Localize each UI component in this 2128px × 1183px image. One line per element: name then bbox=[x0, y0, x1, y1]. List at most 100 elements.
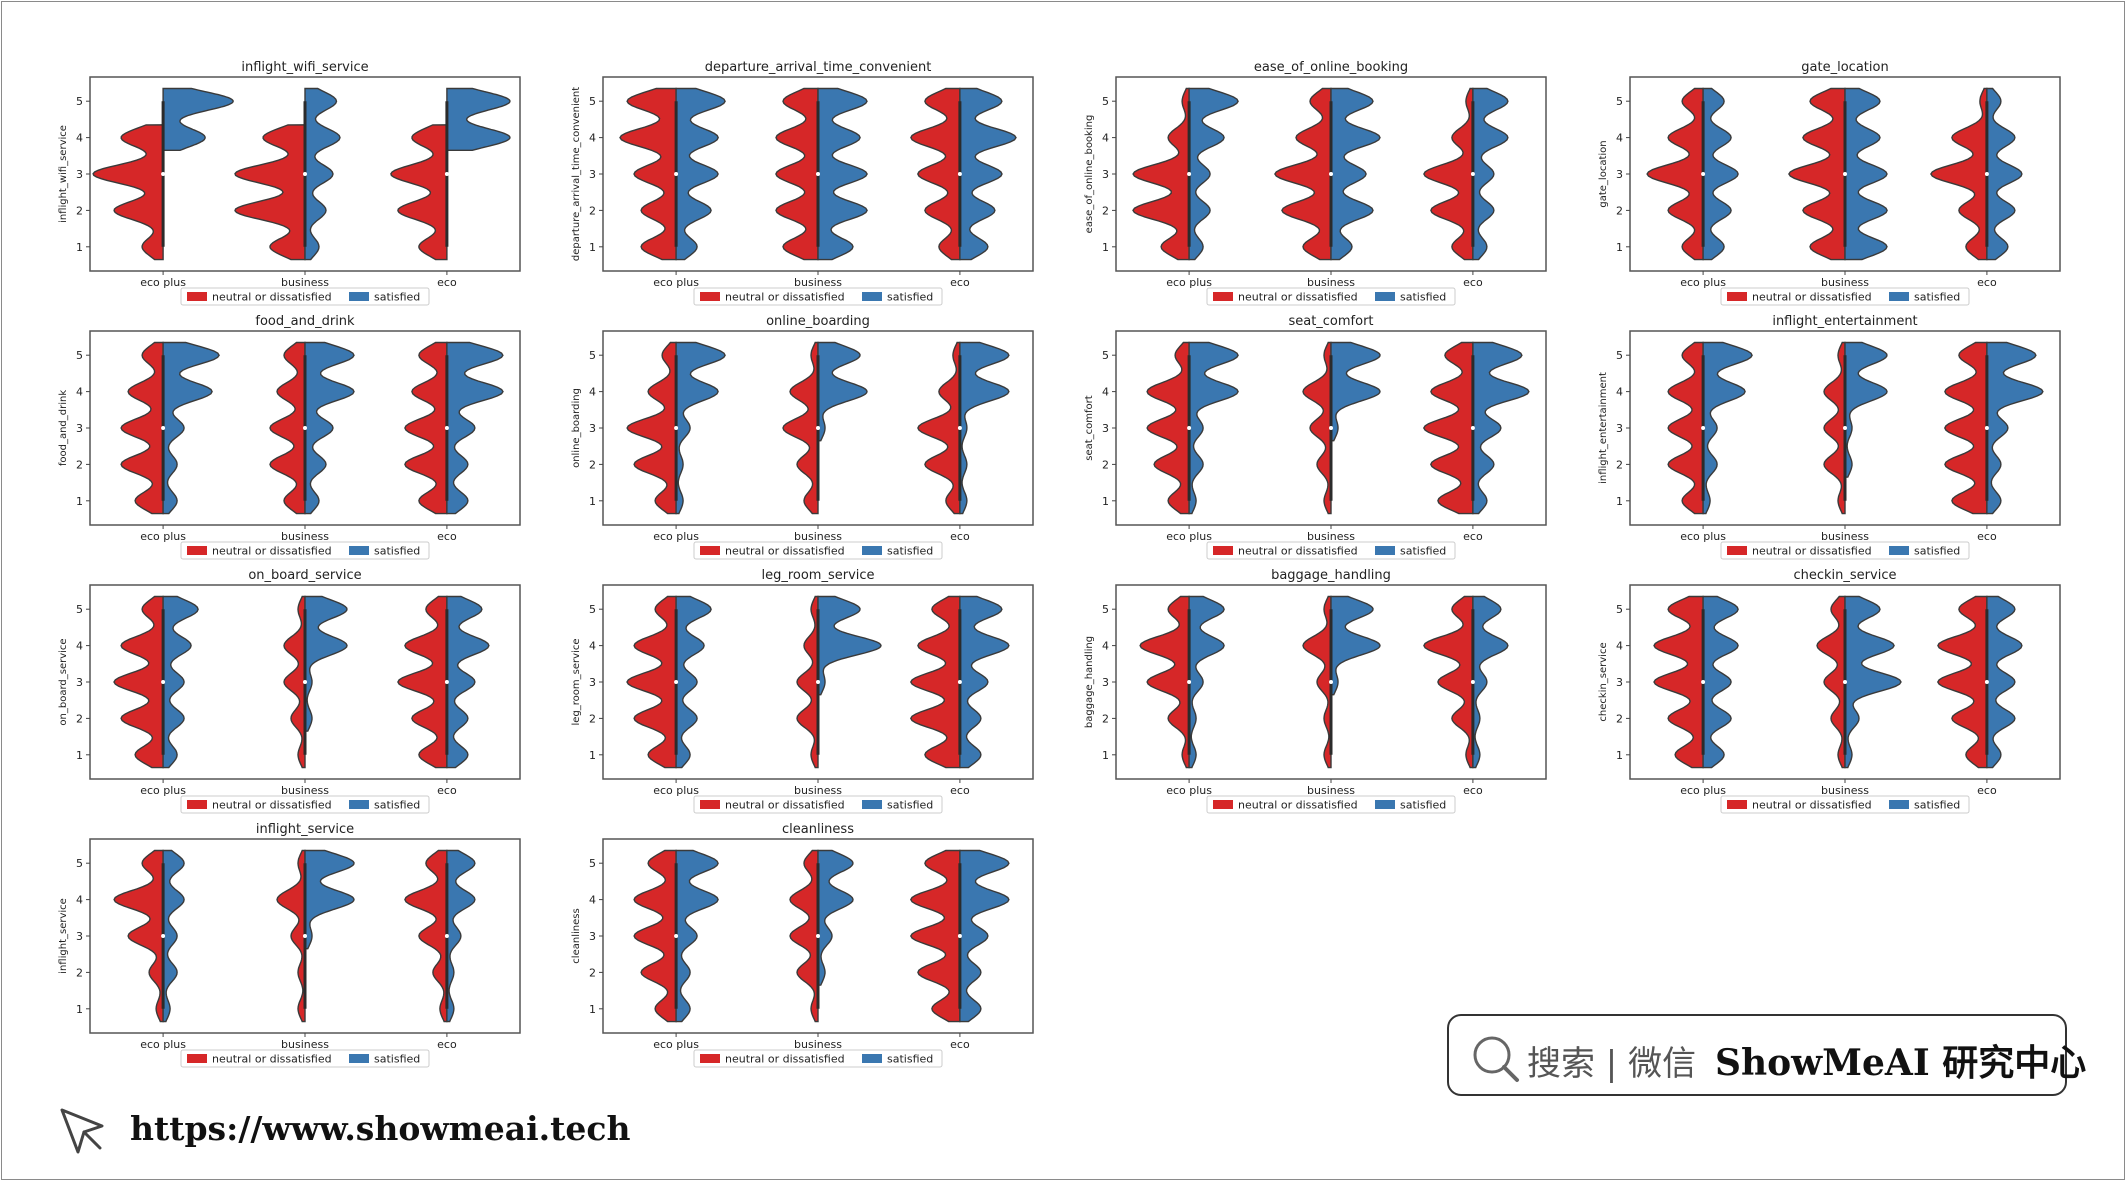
median-point bbox=[1187, 680, 1192, 684]
median-point bbox=[1701, 680, 1706, 684]
y-tick-label: 1 bbox=[1102, 241, 1109, 254]
y-axis-label: seat_comfort bbox=[1084, 395, 1095, 461]
violin-eco-plus-satisfied bbox=[675, 595, 712, 769]
y-tick-label: 5 bbox=[1102, 349, 1109, 362]
y-tick-label: 1 bbox=[589, 1003, 596, 1016]
y-tick-label: 1 bbox=[1102, 495, 1109, 508]
legend-swatch-satisfied bbox=[1889, 292, 1909, 301]
y-tick-label: 3 bbox=[76, 168, 83, 181]
violin-eco-plus-neutral-or-dissatisfied bbox=[1146, 341, 1190, 515]
y-axis-label: online_boarding bbox=[571, 388, 582, 468]
subplot-checkin-service: checkin_service checkin_service 1 2 3 4 5 eco p… bbox=[1598, 568, 2061, 814]
legend-swatch-satisfied bbox=[862, 292, 882, 301]
legend-swatch-satisfied bbox=[1889, 800, 1909, 809]
violin-eco-plus-neutral-or-dissatisfied bbox=[626, 341, 677, 515]
x-tick-label: eco plus bbox=[653, 530, 699, 543]
violin-eco-plus-neutral-or-dissatisfied bbox=[113, 849, 164, 1023]
legend: neutral or dissatisfied satisfied bbox=[1720, 795, 1970, 814]
median-point bbox=[161, 934, 166, 938]
y-tick-label: 4 bbox=[589, 640, 596, 653]
x-tick-label: business bbox=[794, 530, 842, 543]
median-point bbox=[303, 172, 307, 176]
violin-eco-satisfied bbox=[959, 87, 1017, 261]
y-tick-label: 4 bbox=[589, 386, 596, 399]
violin-eco-satisfied bbox=[446, 595, 490, 769]
violin-eco-plus-neutral-or-dissatisfied bbox=[1646, 87, 1704, 261]
x-tick-label: business bbox=[281, 1038, 329, 1051]
violin-eco-plus-satisfied bbox=[675, 849, 719, 1023]
legend-swatch-neutral bbox=[700, 292, 720, 301]
median-point bbox=[1187, 426, 1192, 430]
violin-business-satisfied bbox=[1330, 87, 1381, 261]
x-tick-label: business bbox=[281, 784, 329, 797]
y-tick-label: 5 bbox=[1616, 349, 1623, 362]
violin-eco-satisfied bbox=[1472, 87, 1509, 261]
y-tick-label: 4 bbox=[589, 132, 596, 145]
y-tick-label: 1 bbox=[76, 749, 83, 762]
y-tick-label: 2 bbox=[589, 712, 596, 725]
website-link[interactable]: https://www.showmeai.tech bbox=[130, 1109, 631, 1148]
x-tick-label: business bbox=[1307, 530, 1355, 543]
violin-eco-satisfied bbox=[1472, 341, 1530, 515]
y-axis-label: inflight_wifi_service bbox=[58, 125, 69, 223]
median-point bbox=[303, 934, 307, 938]
violin-eco-plus-satisfied bbox=[1702, 595, 1739, 769]
legend-label: neutral or dissatisfied bbox=[1238, 291, 1358, 304]
y-tick-label: 4 bbox=[589, 894, 596, 907]
median-point bbox=[444, 172, 449, 176]
violin-eco-satisfied bbox=[1986, 87, 2023, 261]
subplot-cleanliness: cleanliness cleanliness 1 2 3 4 5 eco plus busin… bbox=[571, 822, 1034, 1068]
y-tick-label: 3 bbox=[1616, 422, 1623, 435]
median-point bbox=[1329, 680, 1333, 684]
median-point bbox=[1701, 426, 1706, 430]
search-box[interactable]: 搜索 | 微信 ShowMeAI 研究中心 bbox=[1447, 1014, 2086, 1096]
violin-eco-plus-satisfied bbox=[1188, 87, 1239, 261]
y-tick-label: 2 bbox=[1102, 712, 1109, 725]
legend: neutral or dissatisfied satisfied bbox=[1720, 541, 1970, 560]
median-point bbox=[1843, 680, 1847, 684]
median-point bbox=[674, 426, 679, 430]
subplot-online-boarding: online_boarding online_boarding 1 2 3 4 5 eco p… bbox=[571, 314, 1034, 560]
legend: neutral or dissatisfied satisfied bbox=[180, 1049, 430, 1068]
violin-eco-plus-satisfied bbox=[162, 849, 185, 1023]
legend-swatch-neutral bbox=[1213, 800, 1233, 809]
violin-business-neutral-or-dissatisfied bbox=[796, 595, 819, 769]
x-tick-label: eco plus bbox=[1680, 784, 1726, 797]
violin-eco-neutral-or-dissatisfied bbox=[1423, 595, 1474, 769]
legend-swatch-neutral bbox=[1727, 292, 1747, 301]
median-point bbox=[1984, 680, 1989, 684]
legend-label: neutral or dissatisfied bbox=[212, 1053, 332, 1066]
median-point bbox=[303, 680, 307, 684]
violin-business-neutral-or-dissatisfied bbox=[1788, 87, 1846, 261]
legend-label: neutral or dissatisfied bbox=[725, 545, 845, 558]
chart-title: inflight_entertainment bbox=[1772, 314, 1917, 329]
y-tick-label: 5 bbox=[1102, 95, 1109, 108]
median-point bbox=[957, 172, 962, 176]
chart-title: ease_of_online_booking bbox=[1254, 60, 1408, 75]
y-axis-label: inflight_entertainment bbox=[1598, 372, 1609, 484]
subplot-inflight-service: inflight_service inflight_service 1 2 3 4 5 eco… bbox=[58, 822, 521, 1068]
y-tick-label: 4 bbox=[1616, 386, 1623, 399]
x-tick-label: eco bbox=[950, 276, 970, 289]
y-tick-label: 3 bbox=[76, 930, 83, 943]
violin-eco-satisfied bbox=[446, 87, 511, 152]
chart-title: inflight_wifi_service bbox=[241, 60, 368, 75]
violin-business-neutral-or-dissatisfied bbox=[234, 124, 306, 261]
y-tick-label: 2 bbox=[589, 458, 596, 471]
median-point bbox=[161, 680, 166, 684]
median-point bbox=[816, 934, 820, 938]
y-tick-label: 1 bbox=[589, 495, 596, 508]
violin-business-neutral-or-dissatisfied bbox=[269, 341, 306, 515]
violin-eco-neutral-or-dissatisfied bbox=[397, 595, 448, 769]
subplot-leg-room-service: leg_room_service leg_room_service 1 2 3 4 5 eco… bbox=[571, 568, 1034, 814]
violin-business-satisfied bbox=[817, 341, 868, 442]
violin-eco-satisfied bbox=[1986, 341, 2044, 515]
y-tick-label: 2 bbox=[76, 712, 83, 725]
violin-eco-neutral-or-dissatisfied bbox=[1423, 87, 1474, 261]
y-axis-label: food_and_drink bbox=[58, 390, 69, 466]
violin-business-satisfied bbox=[817, 595, 882, 696]
chart-title: checkin_service bbox=[1794, 568, 1897, 583]
legend-swatch-satisfied bbox=[862, 546, 882, 555]
